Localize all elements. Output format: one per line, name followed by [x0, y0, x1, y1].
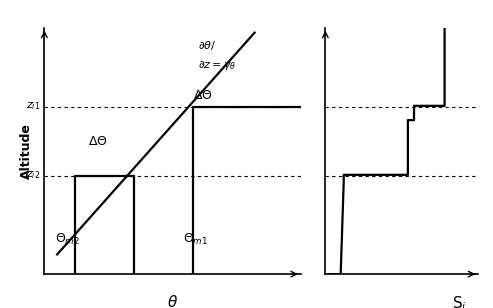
- Text: $\Theta_{m1}$: $\Theta_{m1}$: [183, 232, 208, 247]
- Text: $\Delta\Theta$: $\Delta\Theta$: [88, 135, 107, 148]
- Text: $z_{i2}$: $z_{i2}$: [26, 170, 40, 181]
- Text: $\theta$: $\theta$: [167, 294, 178, 308]
- Text: $z_{i1}$: $z_{i1}$: [26, 101, 40, 112]
- Text: S$_i$: S$_i$: [453, 294, 467, 308]
- Text: $\Theta_{m2}$: $\Theta_{m2}$: [55, 232, 80, 247]
- Text: $\partial\theta/$: $\partial\theta/$: [198, 39, 216, 52]
- Text: Altitude: Altitude: [20, 123, 33, 179]
- Text: $\partial z=\gamma_\theta$: $\partial z=\gamma_\theta$: [198, 59, 237, 72]
- Text: $\Delta\Theta$: $\Delta\Theta$: [193, 89, 213, 102]
